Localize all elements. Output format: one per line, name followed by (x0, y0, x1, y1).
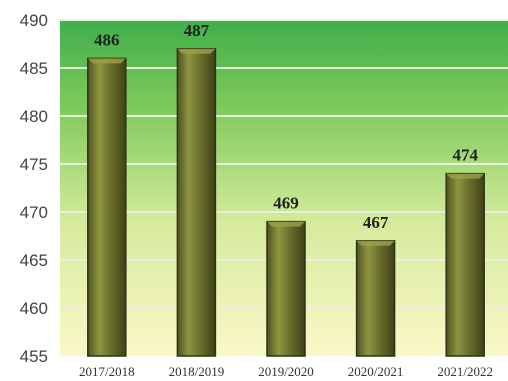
y-tick-label: 470 (20, 203, 48, 222)
bar-top-bevel (267, 221, 305, 227)
x-tick-label: 2020/2021 (348, 364, 404, 379)
bar-top-bevel (356, 240, 395, 246)
bar (266, 220, 306, 357)
y-tick-label: 455 (20, 347, 48, 366)
data-label: 486 (94, 30, 120, 49)
data-label: 469 (273, 194, 299, 213)
bar-top-bevel (446, 173, 485, 179)
bar (355, 240, 396, 357)
bar-top-bevel (87, 58, 126, 64)
x-axis-ticks: 2017/2018 2018/2019 2019/2020 2020/2021 2021… (79, 364, 493, 379)
y-tick-label: 485 (20, 59, 48, 78)
y-tick-label: 460 (20, 299, 48, 318)
data-label: 474 (452, 146, 478, 165)
bar-top-bevel (177, 48, 216, 54)
y-tick-label: 490 (20, 11, 48, 30)
data-label: 487 (184, 21, 210, 40)
y-tick-label: 480 (20, 107, 48, 126)
x-tick-label: 2017/2018 (79, 364, 135, 379)
y-tick-label: 475 (20, 155, 48, 174)
bars (87, 48, 485, 357)
x-tick-label: 2019/2020 (258, 364, 314, 379)
bar (445, 172, 485, 357)
y-tick-label: 465 (20, 251, 48, 270)
x-tick-label: 2018/2019 (169, 364, 225, 379)
bar (176, 48, 217, 357)
y-axis-ticks: 455 460 465 470 475 480 485 490 (20, 11, 48, 366)
x-tick-label: 2021/2022 (437, 364, 493, 379)
data-labels: 486 487 469 467 474 (94, 21, 478, 232)
bar (87, 57, 127, 357)
data-label: 467 (363, 213, 389, 232)
